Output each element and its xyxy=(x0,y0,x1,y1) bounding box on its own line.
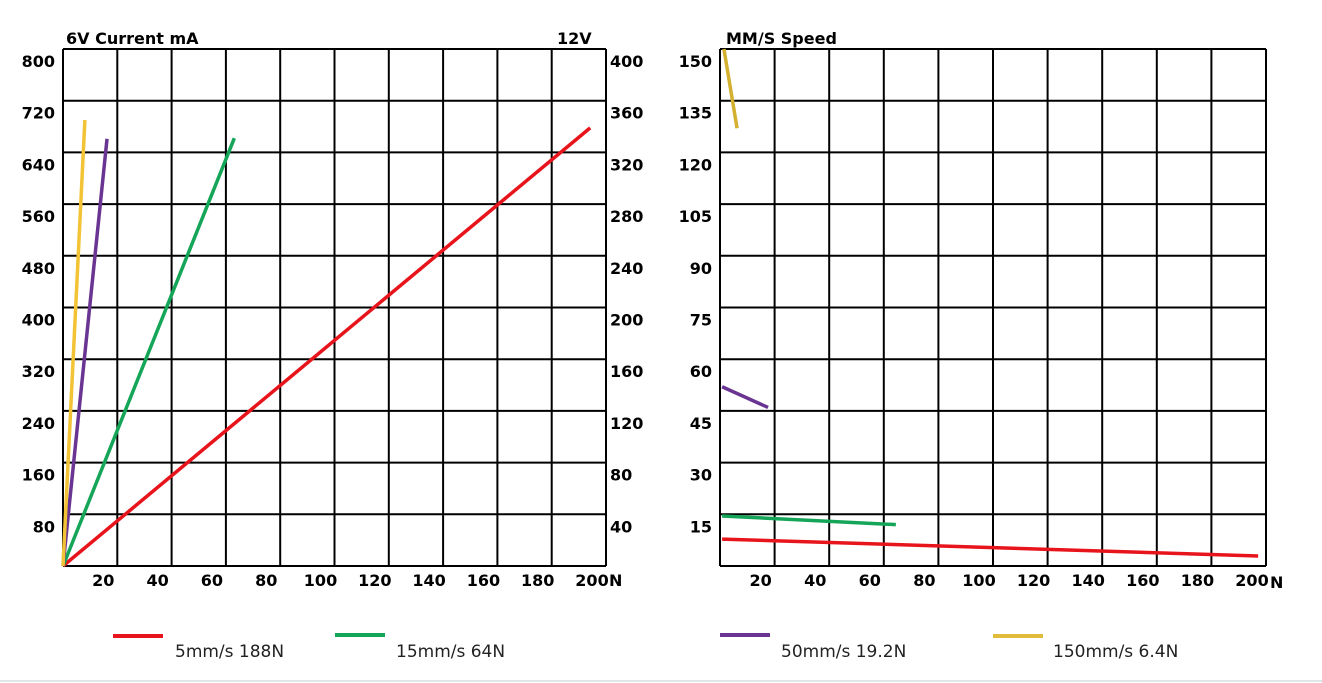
y-tick-label: 60 xyxy=(690,362,712,381)
series-line-50mm-s-19-2n xyxy=(61,138,109,567)
y-tick-label: 400 xyxy=(22,311,55,330)
y-tick-label: 640 xyxy=(22,155,55,174)
y2-tick-label: 320 xyxy=(610,155,643,174)
x-tick-label: 40 xyxy=(146,571,168,590)
series-line-5mm-s-188n xyxy=(722,537,1259,558)
y-tick-label: 135 xyxy=(679,104,712,123)
x-tick-label: 20 xyxy=(92,571,114,590)
legend-item: 150mm/s 6.4N xyxy=(993,634,1178,662)
y-tick-label: 90 xyxy=(690,259,712,278)
left-chart-title: 6V Current mA xyxy=(66,29,199,48)
legend-label: 5mm/s 188N xyxy=(175,642,284,662)
legend-label: 15mm/s 64N xyxy=(396,642,505,662)
y2-tick-label: 40 xyxy=(610,517,632,536)
y-tick-label: 320 xyxy=(22,362,55,381)
x-tick-label: 140 xyxy=(412,571,445,590)
y-tick-label: 45 xyxy=(690,414,712,433)
x-tick-label: 120 xyxy=(358,571,391,590)
y-tick-label: 160 xyxy=(22,466,55,485)
y-tick-label: 720 xyxy=(22,104,55,123)
y2-tick-label: 400 xyxy=(610,52,643,71)
y-tick-label: 240 xyxy=(22,414,55,433)
y2-tick-label: 160 xyxy=(610,362,643,381)
right-chart-title: MM/S Speed xyxy=(726,29,837,48)
left-x-axis-label: N xyxy=(609,571,622,590)
series-line-150mm-s-6-4n xyxy=(61,120,87,567)
left-chart-right-title: 12V xyxy=(557,29,592,48)
y-tick-label: 480 xyxy=(22,259,55,278)
x-tick-label: 60 xyxy=(201,571,223,590)
chart-current: 20 40 60 80 100 120 140 160 180 200 80 160 240 320 400… xyxy=(22,48,643,590)
legend-item: 50mm/s 19.2N xyxy=(720,633,906,662)
y2-tick-label: 240 xyxy=(610,259,643,278)
y-tick-label: 105 xyxy=(679,207,712,226)
y-tick-label: 75 xyxy=(690,311,712,330)
legend-label: 50mm/s 19.2N xyxy=(781,642,906,662)
legend-label: 150mm/s 6.4N xyxy=(1053,642,1178,662)
x-tick-label: 200 xyxy=(575,571,608,590)
x-tick-label: 100 xyxy=(304,571,337,590)
y-tick-label: 120 xyxy=(679,155,712,174)
x-tick-label: 160 xyxy=(1126,571,1159,590)
x-tick-label: 80 xyxy=(913,571,935,590)
x-tick-label: 100 xyxy=(962,571,995,590)
x-tick-label: 140 xyxy=(1071,571,1104,590)
x-tick-label: 180 xyxy=(1181,571,1214,590)
series-line-150mm-s-6-4n xyxy=(722,48,739,129)
y-tick-label: 80 xyxy=(33,517,55,536)
y2-tick-label: 360 xyxy=(610,104,643,123)
y-tick-label: 30 xyxy=(690,466,712,485)
series-line-15mm-s-64n xyxy=(61,137,236,567)
y-tick-label: 560 xyxy=(22,207,55,226)
series-line-5mm-s-188n xyxy=(61,126,592,568)
x-tick-label: 200 xyxy=(1235,571,1268,590)
x-tick-label: 20 xyxy=(749,571,771,590)
y2-tick-label: 280 xyxy=(610,207,643,226)
series-line-15mm-s-64n xyxy=(722,514,896,527)
y-tick-label: 15 xyxy=(690,517,712,536)
x-tick-label: 80 xyxy=(255,571,277,590)
y-tick-label: 150 xyxy=(679,52,712,71)
x-tick-label: 180 xyxy=(521,571,554,590)
legend-item: 5mm/s 188N xyxy=(113,634,284,662)
y2-tick-label: 80 xyxy=(610,466,632,485)
legend-item: 15mm/s 64N xyxy=(335,633,505,662)
chart-speed: 20 40 60 80 100 120 140 160 180 200 15 30 45 60 75 90 10… xyxy=(679,48,1269,590)
y2-tick-label: 200 xyxy=(610,311,643,330)
y2-tick-label: 120 xyxy=(610,414,643,433)
y-tick-label: 800 xyxy=(22,52,55,71)
x-tick-label: 40 xyxy=(804,571,826,590)
x-tick-label: 160 xyxy=(467,571,500,590)
right-x-axis-label: N xyxy=(1270,573,1283,592)
x-tick-label: 120 xyxy=(1017,571,1050,590)
x-tick-label: 60 xyxy=(859,571,881,590)
series-line-50mm-s-19-2n xyxy=(721,385,769,410)
